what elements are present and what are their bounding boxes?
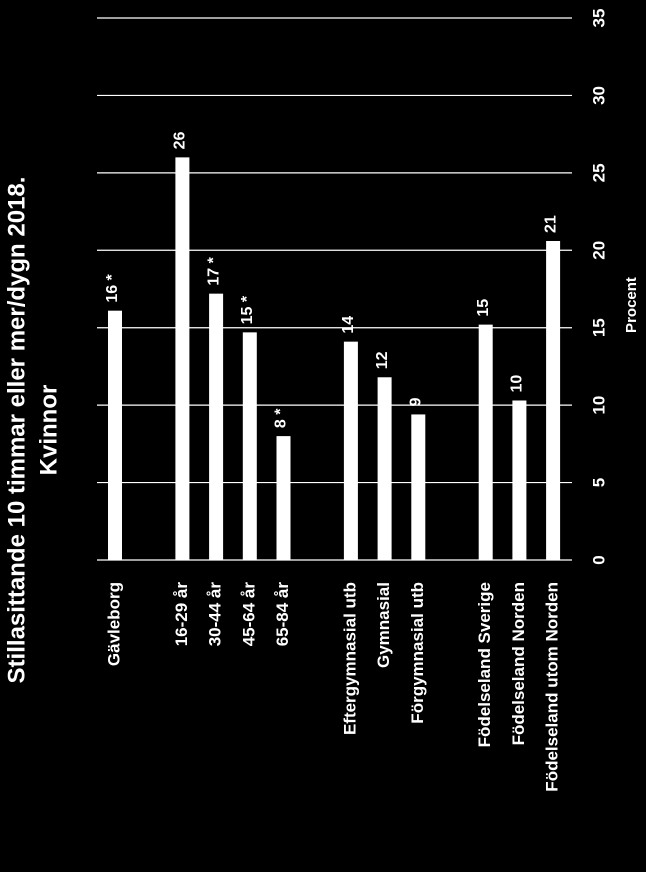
- value-label: 15: [475, 299, 492, 317]
- y-tick-label: 15: [589, 318, 608, 337]
- x-tick-label: Gävleborg: [104, 582, 123, 666]
- value-label: 21: [542, 215, 559, 233]
- chart-subtitle: Kvinnor: [35, 385, 62, 476]
- bar: [478, 324, 493, 560]
- bar: [377, 377, 392, 560]
- chart-title: Stillasittande 10 timmar eller mer/dygn …: [3, 177, 30, 684]
- y-tick-label: 0: [589, 555, 608, 564]
- value-label: 16 *: [104, 273, 121, 302]
- value-label: 26: [172, 131, 189, 149]
- y-tick-label: 20: [589, 241, 608, 260]
- bar: [242, 332, 257, 560]
- x-tick-label: Förgymnasial utb: [408, 582, 427, 724]
- x-tick-label: 16-29 år: [172, 582, 191, 647]
- value-label: 12: [374, 351, 391, 369]
- bar: [108, 310, 122, 560]
- bar: [276, 436, 291, 560]
- bar: [343, 341, 358, 560]
- value-label: 8 *: [273, 408, 290, 428]
- y-axis-label: Procent: [623, 277, 640, 333]
- bar: [175, 157, 190, 560]
- x-tick-label: Eftergymnasial utb: [340, 582, 359, 735]
- value-label: 15 *: [239, 295, 256, 324]
- x-tick-label: Födelseland utom Norden: [543, 582, 562, 792]
- bar: [209, 293, 224, 560]
- x-tick-label: 45-64 år: [239, 582, 258, 647]
- y-tick-label: 10: [589, 396, 608, 415]
- value-label: 14: [340, 316, 357, 334]
- value-label: 9: [408, 397, 425, 406]
- x-tick-label: 30-44 år: [206, 582, 225, 647]
- y-tick-label: 25: [589, 163, 608, 182]
- x-tick-label: Födelseland Sverige: [475, 582, 494, 747]
- x-tick-label: Födelseland Norden: [509, 582, 528, 745]
- value-label: 10: [509, 375, 526, 393]
- x-tick-label: Gymnasial: [374, 582, 393, 668]
- value-label: 17 *: [205, 256, 222, 285]
- x-tick-label: 65-84 år: [273, 582, 292, 647]
- y-tick-label: 5: [589, 478, 608, 487]
- y-tick-label: 30: [589, 86, 608, 105]
- bar: [546, 240, 561, 560]
- bar: [411, 414, 426, 560]
- bar: [512, 400, 527, 560]
- y-tick-label: 35: [589, 9, 608, 28]
